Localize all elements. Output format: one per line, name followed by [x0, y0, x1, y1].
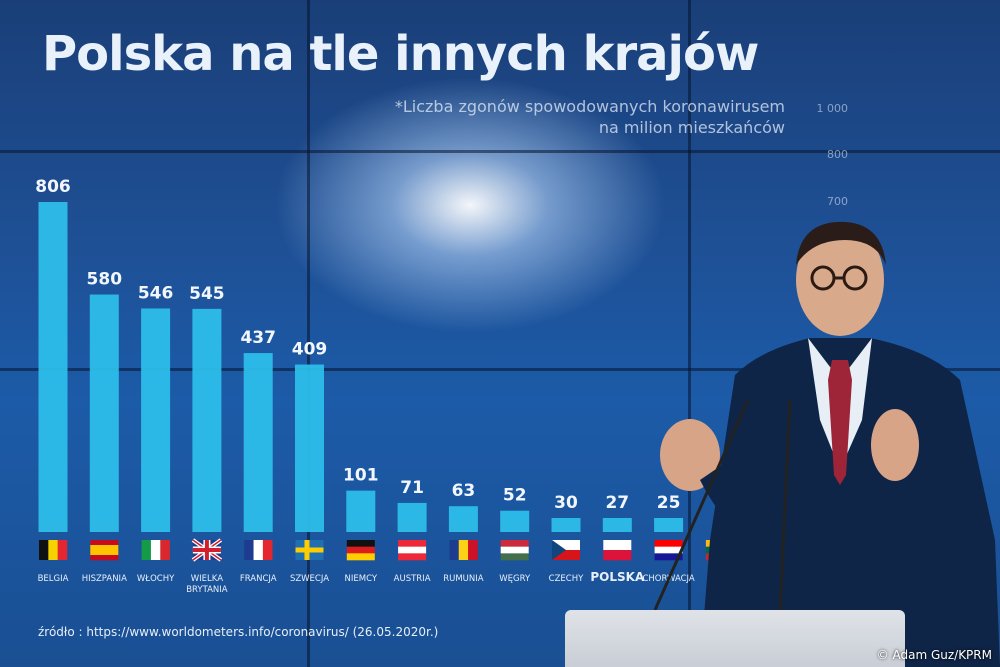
bar — [295, 364, 324, 532]
left-hand — [660, 419, 720, 491]
value-label: 63 — [452, 481, 476, 501]
flag-chorwacja — [654, 540, 683, 561]
value-label: 101 — [343, 466, 379, 486]
subtitle-line-1: *Liczba zgonów spowodowanych koronawirus… — [394, 97, 785, 116]
value-label: 806 — [35, 177, 71, 197]
value-label: 580 — [87, 270, 123, 290]
flag-polska — [603, 540, 632, 561]
flag-włochy — [141, 540, 170, 560]
flags — [39, 538, 734, 562]
category-label: WIELKA — [191, 574, 223, 584]
subtitle-line-2: na milion mieszkańców — [598, 118, 785, 137]
bar — [397, 502, 427, 532]
category-label: BRYTANIA — [186, 585, 228, 595]
bar — [346, 490, 376, 532]
hair — [796, 221, 886, 265]
bar — [654, 518, 684, 532]
bar — [38, 202, 68, 532]
value-label: 545 — [189, 284, 225, 304]
flag-wielka-brytania — [191, 538, 223, 562]
bar — [500, 510, 530, 532]
category-label: FRANCJA — [240, 574, 277, 584]
podium — [565, 610, 905, 667]
flag-rumunia — [449, 540, 478, 560]
speaker-figure — [653, 221, 1000, 667]
head — [796, 224, 884, 336]
source-note: źródło : https://www.worldometers.info/c… — [38, 625, 439, 639]
value-label: 546 — [138, 283, 174, 303]
value-label: 27 — [605, 493, 629, 513]
category-label: SZWECJA — [290, 574, 329, 584]
category-label: WŁOCHY — [137, 574, 175, 584]
right-hand — [871, 409, 919, 481]
flag-francja — [244, 540, 273, 560]
photo-credit: © Adam Guz/KPRM — [876, 648, 992, 662]
screen-seam — [0, 368, 1000, 371]
bar — [141, 308, 171, 532]
value-label: 30 — [554, 493, 578, 513]
bar — [243, 353, 273, 532]
value-label: 409 — [292, 340, 328, 360]
flag-niemcy — [346, 540, 375, 561]
suit — [700, 338, 1000, 667]
value-label: 25 — [657, 493, 681, 513]
category-label: AUSTRIA — [394, 574, 431, 584]
flag-szwecja — [295, 540, 324, 560]
y-axis-ticks: 1 000 800 700 — [817, 102, 849, 208]
bar — [551, 518, 581, 532]
slide-title: Polska na tle innych krajów — [42, 26, 759, 82]
tie — [828, 360, 852, 485]
category-label: WĘGRY — [499, 574, 531, 584]
flag-hiszpania — [90, 540, 119, 561]
flag-węgry — [500, 540, 529, 561]
value-label: 437 — [240, 328, 276, 348]
category-label: RUMUNIA — [443, 574, 484, 584]
bar — [448, 506, 478, 532]
screen-seam — [307, 0, 310, 667]
microphone — [653, 399, 750, 611]
y-tick-label: 800 — [827, 148, 848, 161]
screen-seam — [688, 0, 691, 667]
category-label: HISZPANIA — [82, 574, 127, 584]
flag-belgia — [39, 540, 68, 560]
category-label: BELGIA — [38, 574, 69, 584]
value-label: 52 — [503, 486, 527, 506]
bar — [192, 308, 222, 532]
y-tick-label: 700 — [827, 195, 848, 208]
chart-subtitle: *Liczba zgonów spowodowanych koronawirus… — [345, 96, 785, 138]
value-label: 71 — [400, 478, 424, 498]
flag-austria — [398, 540, 427, 561]
bar — [89, 294, 119, 532]
bars — [38, 202, 684, 532]
y-tick-label: 1 000 — [817, 102, 849, 115]
category-label: CZECHY — [549, 574, 584, 584]
category-label: POLSKA — [590, 570, 645, 584]
flag-czechy — [552, 540, 580, 560]
screen-seam — [0, 150, 1000, 153]
bar — [602, 518, 632, 532]
value-labels: 806 580 546 545 437 409 101 71 63 52 30 27 25 — [35, 177, 680, 513]
microphone — [778, 399, 792, 611]
category-label: NIEMCY — [345, 574, 378, 584]
